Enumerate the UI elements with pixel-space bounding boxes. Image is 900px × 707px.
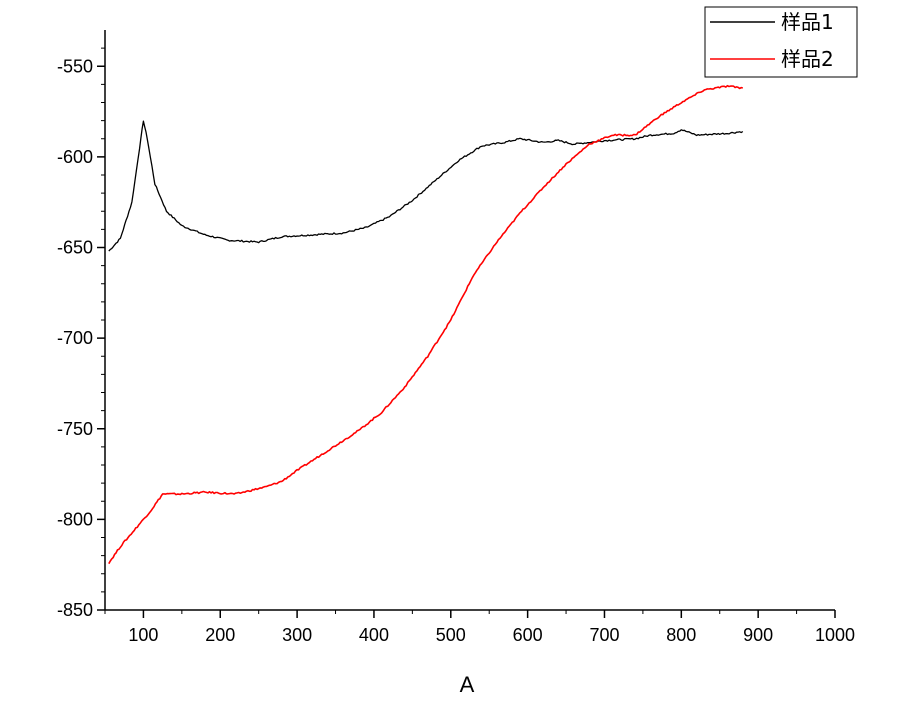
- x-tick-label: 900: [743, 625, 773, 645]
- x-tick-label: 600: [513, 625, 543, 645]
- x-tick-label: 200: [205, 625, 235, 645]
- series-layer: [108, 84, 744, 565]
- x-axis-title: A: [460, 672, 475, 697]
- legend-label-series-2: 样品2: [781, 47, 834, 71]
- series-line-1: [108, 120, 744, 252]
- axes: -550 -600 -650 -700 -750 -800 -850 100 200 300 400…: [57, 30, 855, 645]
- x-tick-label: 700: [589, 625, 619, 645]
- x-tick-label: 800: [666, 625, 696, 645]
- y-tick-label: -700: [57, 328, 93, 348]
- y-tick-label: -750: [57, 419, 93, 439]
- y-tick-label: -650: [57, 238, 93, 258]
- y-tick-label: -800: [57, 509, 93, 529]
- legend-label-series-1: 样品1: [781, 10, 834, 34]
- y-tick-label: -550: [57, 56, 93, 76]
- x-tick-label: 400: [359, 625, 389, 645]
- x-tick-label: 1000: [815, 625, 855, 645]
- y-tick-label: -600: [57, 147, 93, 167]
- y-tick-label: -850: [57, 600, 93, 620]
- x-tick-label: 500: [436, 625, 466, 645]
- legend-box: [704, 6, 858, 78]
- series-line-2: [108, 84, 744, 565]
- x-tick-label: 100: [128, 625, 158, 645]
- x-tick-label: 300: [282, 625, 312, 645]
- legend: 样品1 样品2: [704, 6, 858, 78]
